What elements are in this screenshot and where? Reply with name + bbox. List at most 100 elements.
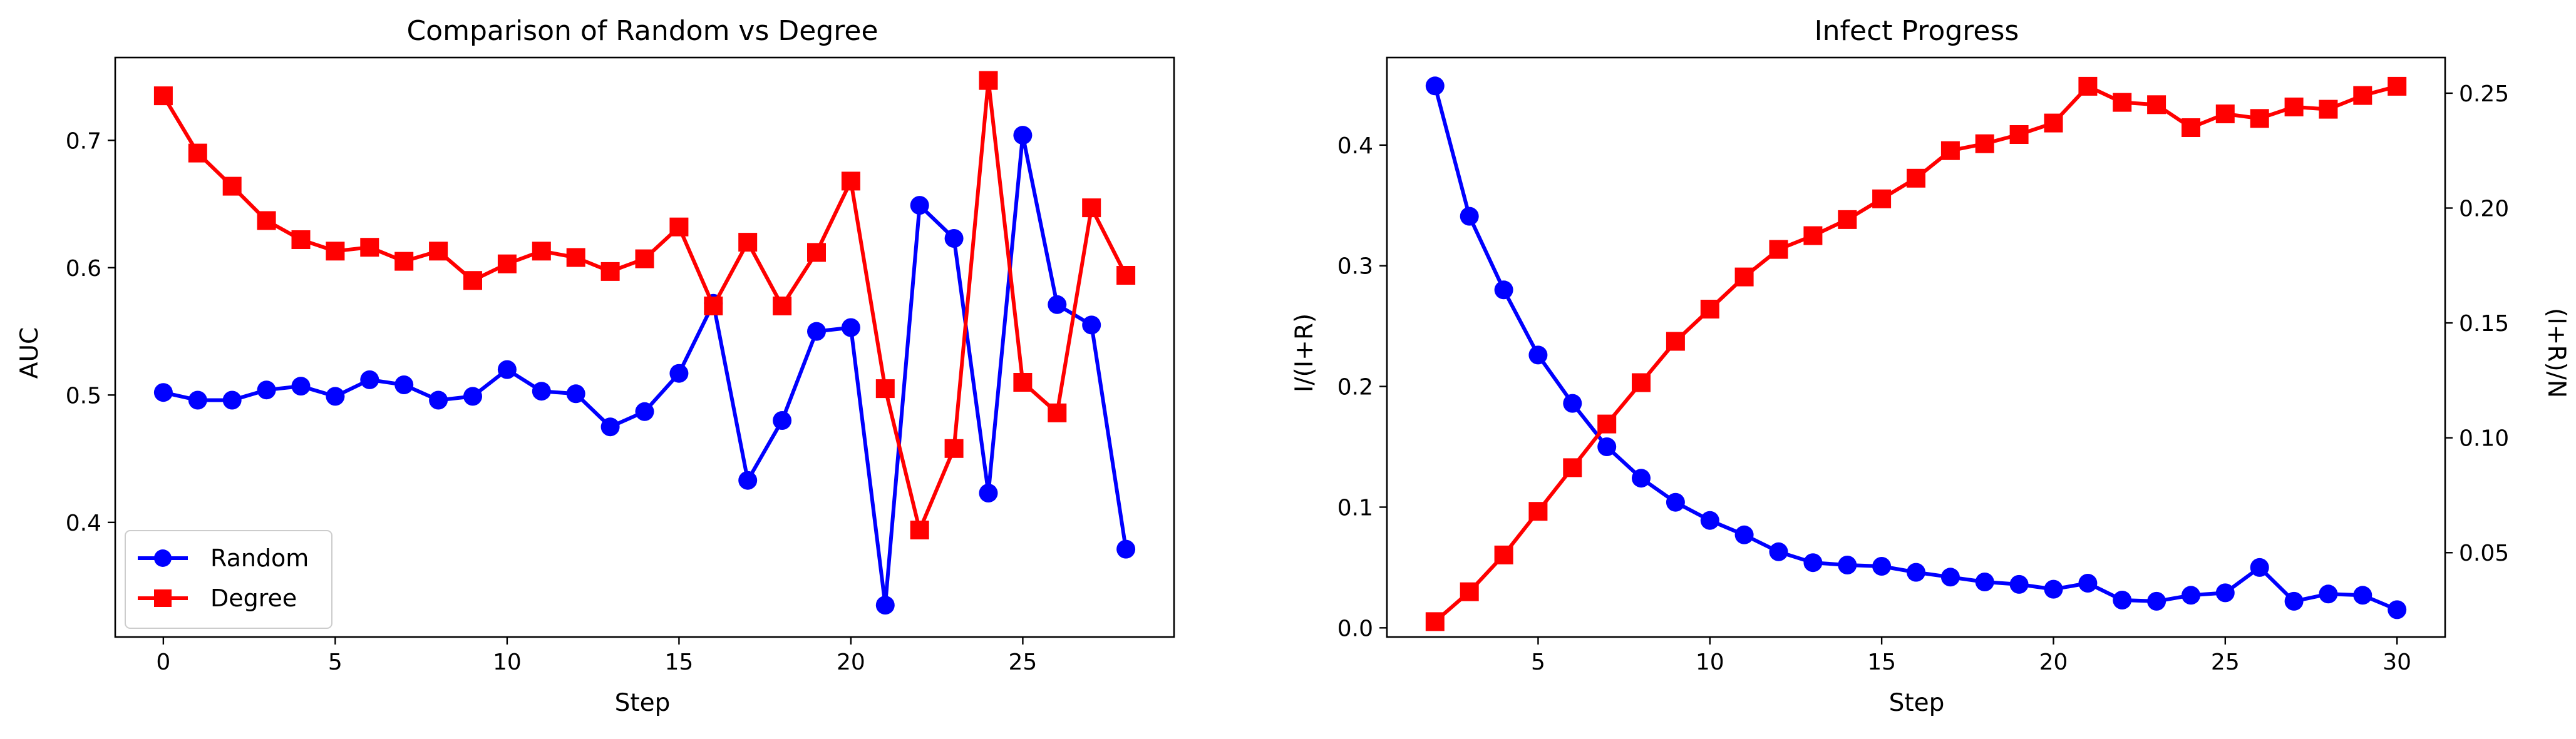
series-degree-point	[429, 242, 448, 261]
plot-frame-infect	[1386, 56, 2446, 638]
series-affected-fraction-point	[1940, 141, 1960, 160]
series-affected-fraction-point	[2182, 118, 2200, 137]
legend: Random Degree	[125, 530, 332, 629]
series-affected-fraction-point	[2215, 104, 2235, 123]
series-degree-point	[669, 217, 689, 237]
series-random-point	[600, 417, 620, 437]
series-infected-ratio-point	[1528, 345, 1548, 365]
series-infected-ratio-point	[1734, 525, 1754, 544]
series-affected-fraction-point	[2319, 99, 2338, 119]
y-axis-label-right-infect: (I+R)/N	[2542, 308, 2570, 398]
series-infected-ratio-point	[2078, 574, 2098, 593]
series-infected-ratio-point	[2319, 584, 2338, 604]
series-random-point	[188, 390, 207, 410]
y-right-tick-label: 0.10	[2459, 426, 2509, 452]
series-degree-point	[738, 233, 758, 252]
chart-infect-progress: Infect Progress Step I/(I+R) (I+R)/N 5 10…	[1291, 15, 2570, 717]
y-tick-label: 0.7	[66, 128, 101, 154]
series-infected-ratio-point	[2284, 591, 2304, 611]
series-random-point	[394, 375, 414, 394]
series-random-point	[807, 322, 826, 341]
series-degree-point	[257, 211, 276, 230]
series-degree-point	[875, 379, 895, 399]
series-affected-fraction-point	[2078, 76, 2098, 96]
series-infected-ratio-point	[1803, 553, 1823, 573]
series-affected-fraction-point	[1666, 332, 1685, 351]
x-axis-label-infect: Step	[1889, 689, 1945, 717]
series-degree-point	[944, 439, 964, 458]
series-infected-ratio-point	[2147, 591, 2166, 611]
series-infected-ratio-point	[1563, 394, 1582, 413]
series-random-point	[1116, 539, 1136, 559]
series-degree-point	[222, 176, 242, 196]
series-affected-fraction-point	[1838, 210, 1857, 229]
series-affected-fraction-point	[1803, 226, 1823, 245]
series-degree-point	[532, 242, 551, 261]
series-degree-point	[291, 230, 311, 249]
series-infected-ratio-point	[2388, 600, 2407, 619]
series-infected-ratio-point	[2009, 574, 2029, 594]
series-random-point	[944, 229, 964, 248]
series-infected-ratio-point	[1597, 437, 1617, 456]
x-tick-label: 25	[2211, 650, 2240, 675]
series-degree-point	[807, 243, 826, 262]
x-tick-label: 10	[493, 650, 522, 675]
series-infected-ratio-point	[1425, 76, 1445, 96]
series-affected-fraction-point	[1460, 582, 1479, 601]
series-degree-point	[1013, 373, 1033, 392]
x-tick-label: 20	[837, 650, 865, 675]
series-infected-ratio-point	[2182, 586, 2200, 605]
x-tick-label: 5	[328, 650, 343, 675]
y-left-tick-label: 0.2	[1337, 375, 1373, 400]
series-degree-point	[463, 271, 482, 290]
y-left-tick-label: 0.4	[1337, 133, 1373, 159]
series-random-point	[1048, 295, 1067, 314]
series-affected-fraction-point	[2353, 86, 2372, 105]
series-affected-fraction-point	[1494, 545, 1513, 564]
y-right-tick-label: 0.25	[2459, 81, 2509, 107]
series-degree-point	[1048, 403, 1067, 422]
x-tick-label: 25	[1009, 650, 1038, 675]
series-random-point	[326, 387, 345, 406]
x-tick-label: 10	[1696, 650, 1724, 675]
series-infected-ratio-point	[2250, 558, 2269, 577]
series-infected-ratio-point	[1838, 556, 1857, 574]
y-axis-label-left-infect: I/(I+R)	[1291, 313, 1319, 392]
series-infected-ratio-point	[1872, 557, 1892, 576]
series-affected-fraction-point	[2044, 113, 2063, 133]
series-affected-fraction-point	[1872, 189, 1892, 208]
y-left-tick-label: 0.3	[1337, 254, 1373, 280]
y-right-tick-label: 0.20	[2459, 196, 2509, 222]
x-tick-label: 30	[2383, 650, 2411, 675]
series-affected-fraction-point	[1528, 502, 1548, 521]
x-axis-label-auc: Step	[615, 689, 671, 717]
legend-marker-random	[154, 549, 172, 567]
series-random-point	[222, 390, 242, 410]
series-infected-ratio-point	[2215, 583, 2235, 603]
x-tick-label: 15	[664, 650, 693, 675]
legend-marker-degree	[154, 589, 172, 607]
y-tick-label: 0.5	[66, 383, 101, 409]
series-infected-ratio-point	[2353, 586, 2372, 605]
series-random-point	[257, 380, 276, 400]
series-degree-point	[773, 296, 792, 315]
x-tick-label: 5	[1531, 650, 1545, 675]
series-random-point	[841, 318, 860, 337]
series-infected-ratio-point	[1700, 511, 1719, 530]
series-random-point	[566, 384, 585, 404]
series-affected-fraction-point	[1700, 300, 1719, 319]
series-affected-fraction-point	[1597, 414, 1617, 434]
series-affected-fraction-point	[1632, 373, 1651, 392]
y-right-tick-label: 0.15	[2459, 311, 2509, 337]
series-affected-fraction-point	[1975, 134, 1994, 153]
series-infected-ratio-point	[2044, 579, 2063, 599]
chart-title-auc: Comparison of Random vs Degree	[406, 15, 878, 47]
series-affected-fraction-point	[2284, 97, 2304, 116]
series-degree-point	[1082, 198, 1101, 218]
legend-label-random: Random	[210, 544, 309, 572]
series-infected-ratio-point	[1460, 206, 1479, 226]
series-affected-fraction-point	[2113, 93, 2132, 112]
series-degree-point	[566, 248, 585, 267]
series-random-point	[497, 360, 517, 379]
series-random-point	[669, 364, 689, 383]
